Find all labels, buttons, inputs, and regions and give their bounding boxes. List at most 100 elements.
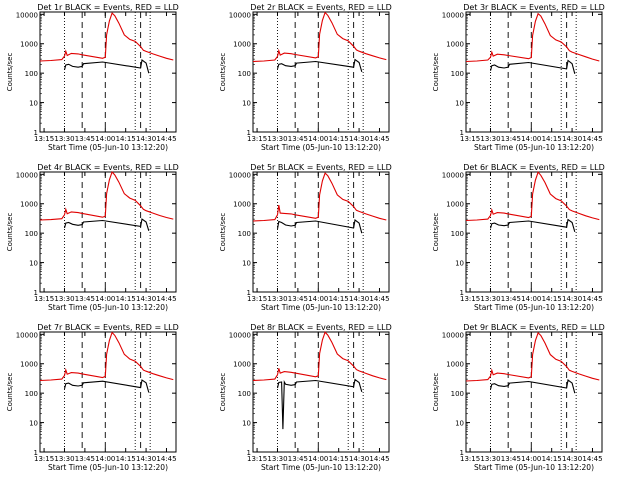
panel-8-title: Det 8r BLACK = Events, RED = LLD bbox=[250, 323, 392, 332]
panel-2-xtick-label: 14:30 bbox=[349, 135, 369, 143]
panel-6-xtick-label: 14:45 bbox=[582, 295, 602, 303]
panel-2-plot-frame bbox=[252, 11, 390, 133]
panel-5-xtick-label: 14:15 bbox=[329, 295, 349, 303]
panel-4-xtick-label: 14:30 bbox=[136, 295, 156, 303]
panel-5-ytick-label: 10 bbox=[242, 260, 251, 268]
panel-2-ytick-label: 10000 bbox=[229, 11, 251, 19]
panel-2-xtick-label: 14:45 bbox=[369, 135, 389, 143]
panel-3-title: Det 3r BLACK = Events, RED = LLD bbox=[463, 3, 605, 12]
panel-8-xtick-label: 13:45 bbox=[288, 455, 308, 463]
panel-9-xtick-label: 13:15 bbox=[460, 455, 480, 463]
panel-7-title: Det 7r BLACK = Events, RED = LLD bbox=[37, 323, 179, 332]
panel-1-xtick-label: 14:30 bbox=[136, 135, 156, 143]
panel-7-plot-frame bbox=[39, 331, 177, 453]
panel-4-xtick-label: 14:15 bbox=[116, 295, 136, 303]
panel-1-title: Det 1r BLACK = Events, RED = LLD bbox=[37, 3, 179, 12]
panel-5-ylabel: Counts/sec bbox=[219, 213, 227, 252]
panel-1-ylabel: Counts/sec bbox=[6, 53, 14, 92]
panel-6-series-events bbox=[489, 218, 576, 233]
panel-6-ytick-label: 1 bbox=[460, 289, 464, 297]
panel-4-series-lld bbox=[39, 170, 174, 221]
panel-3-ytick-label: 1000 bbox=[446, 41, 464, 49]
panel-7-xtick-label: 14:45 bbox=[156, 455, 176, 463]
panel-3-xtick-label: 13:30 bbox=[480, 135, 500, 143]
panel-6-ylabel: Counts/sec bbox=[432, 213, 440, 252]
panel-3-xtick-label: 14:45 bbox=[582, 135, 602, 143]
panel-9-ytick-label: 10000 bbox=[442, 331, 464, 339]
panel-6-chart: Det 6r BLACK = Events, RED = LLD 1 10 100 10… bbox=[432, 163, 605, 312]
panel-6-xtick-label: 14:00 bbox=[521, 295, 541, 303]
panel-6-xtick-label: 14:30 bbox=[562, 295, 582, 303]
panel-5-ytick-label: 100 bbox=[238, 230, 251, 238]
panel-4-xtick-label: 14:00 bbox=[95, 295, 115, 303]
panel-5-series-lld bbox=[252, 172, 387, 222]
panel-6-xlabel: Start Time (05-Jun-10 13:12:20) bbox=[474, 303, 594, 312]
panel-8-series-events bbox=[276, 378, 363, 430]
panel-6-ytick-label: 1000 bbox=[446, 201, 464, 209]
panel-8-ytick-label: 1 bbox=[247, 449, 251, 457]
panel-2-xtick-label: 13:45 bbox=[288, 135, 308, 143]
panel-3-chart: Det 3r BLACK = Events, RED = LLD 1 10 100 10… bbox=[432, 3, 605, 152]
panel-3-ytick-label: 10000 bbox=[442, 11, 464, 19]
panel-8-ylabel: Counts/sec bbox=[219, 373, 227, 412]
panel-2-xtick-label: 13:30 bbox=[267, 135, 287, 143]
panel-7-ytick-label: 100 bbox=[25, 390, 38, 398]
panel-2-ytick-label: 10 bbox=[242, 100, 251, 108]
panel-2-ylabel: Counts/sec bbox=[219, 53, 227, 92]
panel-5-xlabel: Start Time (05-Jun-10 13:12:20) bbox=[261, 303, 381, 312]
panel-5-series-events bbox=[276, 219, 363, 234]
panel-4-series-events bbox=[63, 218, 150, 231]
panel-1-xtick-label: 13:45 bbox=[75, 135, 95, 143]
panel-7-ytick-label: 1 bbox=[34, 449, 38, 457]
panel-7-series-lld bbox=[39, 331, 174, 382]
panel-5-xtick-label: 13:30 bbox=[267, 295, 287, 303]
panel-9-series-lld bbox=[465, 331, 600, 382]
panel-7-xlabel: Start Time (05-Jun-10 13:12:20) bbox=[48, 463, 168, 472]
panel-6-title: Det 6r BLACK = Events, RED = LLD bbox=[463, 163, 605, 172]
panel-4-chart: Det 4r BLACK = Events, RED = LLD 1 10 100 10… bbox=[6, 163, 179, 312]
panel-3-ylabel: Counts/sec bbox=[432, 53, 440, 92]
panel-3-xtick-label: 14:30 bbox=[562, 135, 582, 143]
panel-8-xlabel: Start Time (05-Jun-10 13:12:20) bbox=[261, 463, 381, 472]
panel-6-ytick-label: 100 bbox=[451, 230, 464, 238]
panel-3-xtick-label: 14:00 bbox=[521, 135, 541, 143]
panel-1-ytick-label: 100 bbox=[25, 70, 38, 78]
panel-8-xtick-label: 14:30 bbox=[349, 455, 369, 463]
panel-8-ytick-label: 1000 bbox=[233, 361, 251, 369]
panel-5-ytick-label: 1000 bbox=[233, 201, 251, 209]
panel-9-ytick-label: 10 bbox=[455, 420, 464, 428]
panel-5-ytick-label: 10000 bbox=[229, 171, 251, 179]
panel-5-xtick-label: 14:30 bbox=[349, 295, 369, 303]
panel-4-xlabel: Start Time (05-Jun-10 13:12:20) bbox=[48, 303, 168, 312]
panel-4-ytick-label: 1 bbox=[34, 289, 38, 297]
panel-7-ytick-label: 10000 bbox=[16, 331, 38, 339]
panel-9-ylabel: Counts/sec bbox=[432, 373, 440, 412]
panel-1-ytick-label: 10 bbox=[29, 100, 38, 108]
panel-3-xtick-label: 13:15 bbox=[460, 135, 480, 143]
panel-2-ytick-label: 100 bbox=[238, 70, 251, 78]
panel-6-xtick-label: 14:15 bbox=[542, 295, 562, 303]
panel-9-ytick-label: 100 bbox=[451, 390, 464, 398]
panel-8-ytick-label: 100 bbox=[238, 390, 251, 398]
panel-8-ytick-label: 10000 bbox=[229, 331, 251, 339]
panel-7-ytick-label: 1000 bbox=[20, 361, 38, 369]
panel-3-xlabel: Start Time (05-Jun-10 13:12:20) bbox=[474, 143, 594, 152]
panel-8-plot-frame bbox=[252, 331, 390, 453]
panel-4-xtick-label: 14:45 bbox=[156, 295, 176, 303]
panel-2-xtick-label: 13:15 bbox=[247, 135, 267, 143]
panel-4-ytick-label: 1000 bbox=[20, 201, 38, 209]
panel-9-xtick-label: 13:45 bbox=[501, 455, 521, 463]
panel-8-xtick-label: 14:15 bbox=[329, 455, 349, 463]
panel-4-ytick-label: 100 bbox=[25, 230, 38, 238]
panel-8-xtick-label: 14:45 bbox=[369, 455, 389, 463]
panel-9-xlabel: Start Time (05-Jun-10 13:12:20) bbox=[474, 463, 594, 472]
panel-8-xtick-label: 13:15 bbox=[247, 455, 267, 463]
panel-8-xtick-label: 13:30 bbox=[267, 455, 287, 463]
panel-7-xtick-label: 14:00 bbox=[95, 455, 115, 463]
panel-8-series-lld bbox=[252, 331, 387, 382]
panel-4-ytick-label: 10 bbox=[29, 260, 38, 268]
panel-1-series-lld bbox=[39, 12, 174, 62]
panel-1-xtick-label: 14:00 bbox=[95, 135, 115, 143]
panel-1-xtick-label: 14:15 bbox=[116, 135, 136, 143]
panel-5-title: Det 5r BLACK = Events, RED = LLD bbox=[250, 163, 392, 172]
